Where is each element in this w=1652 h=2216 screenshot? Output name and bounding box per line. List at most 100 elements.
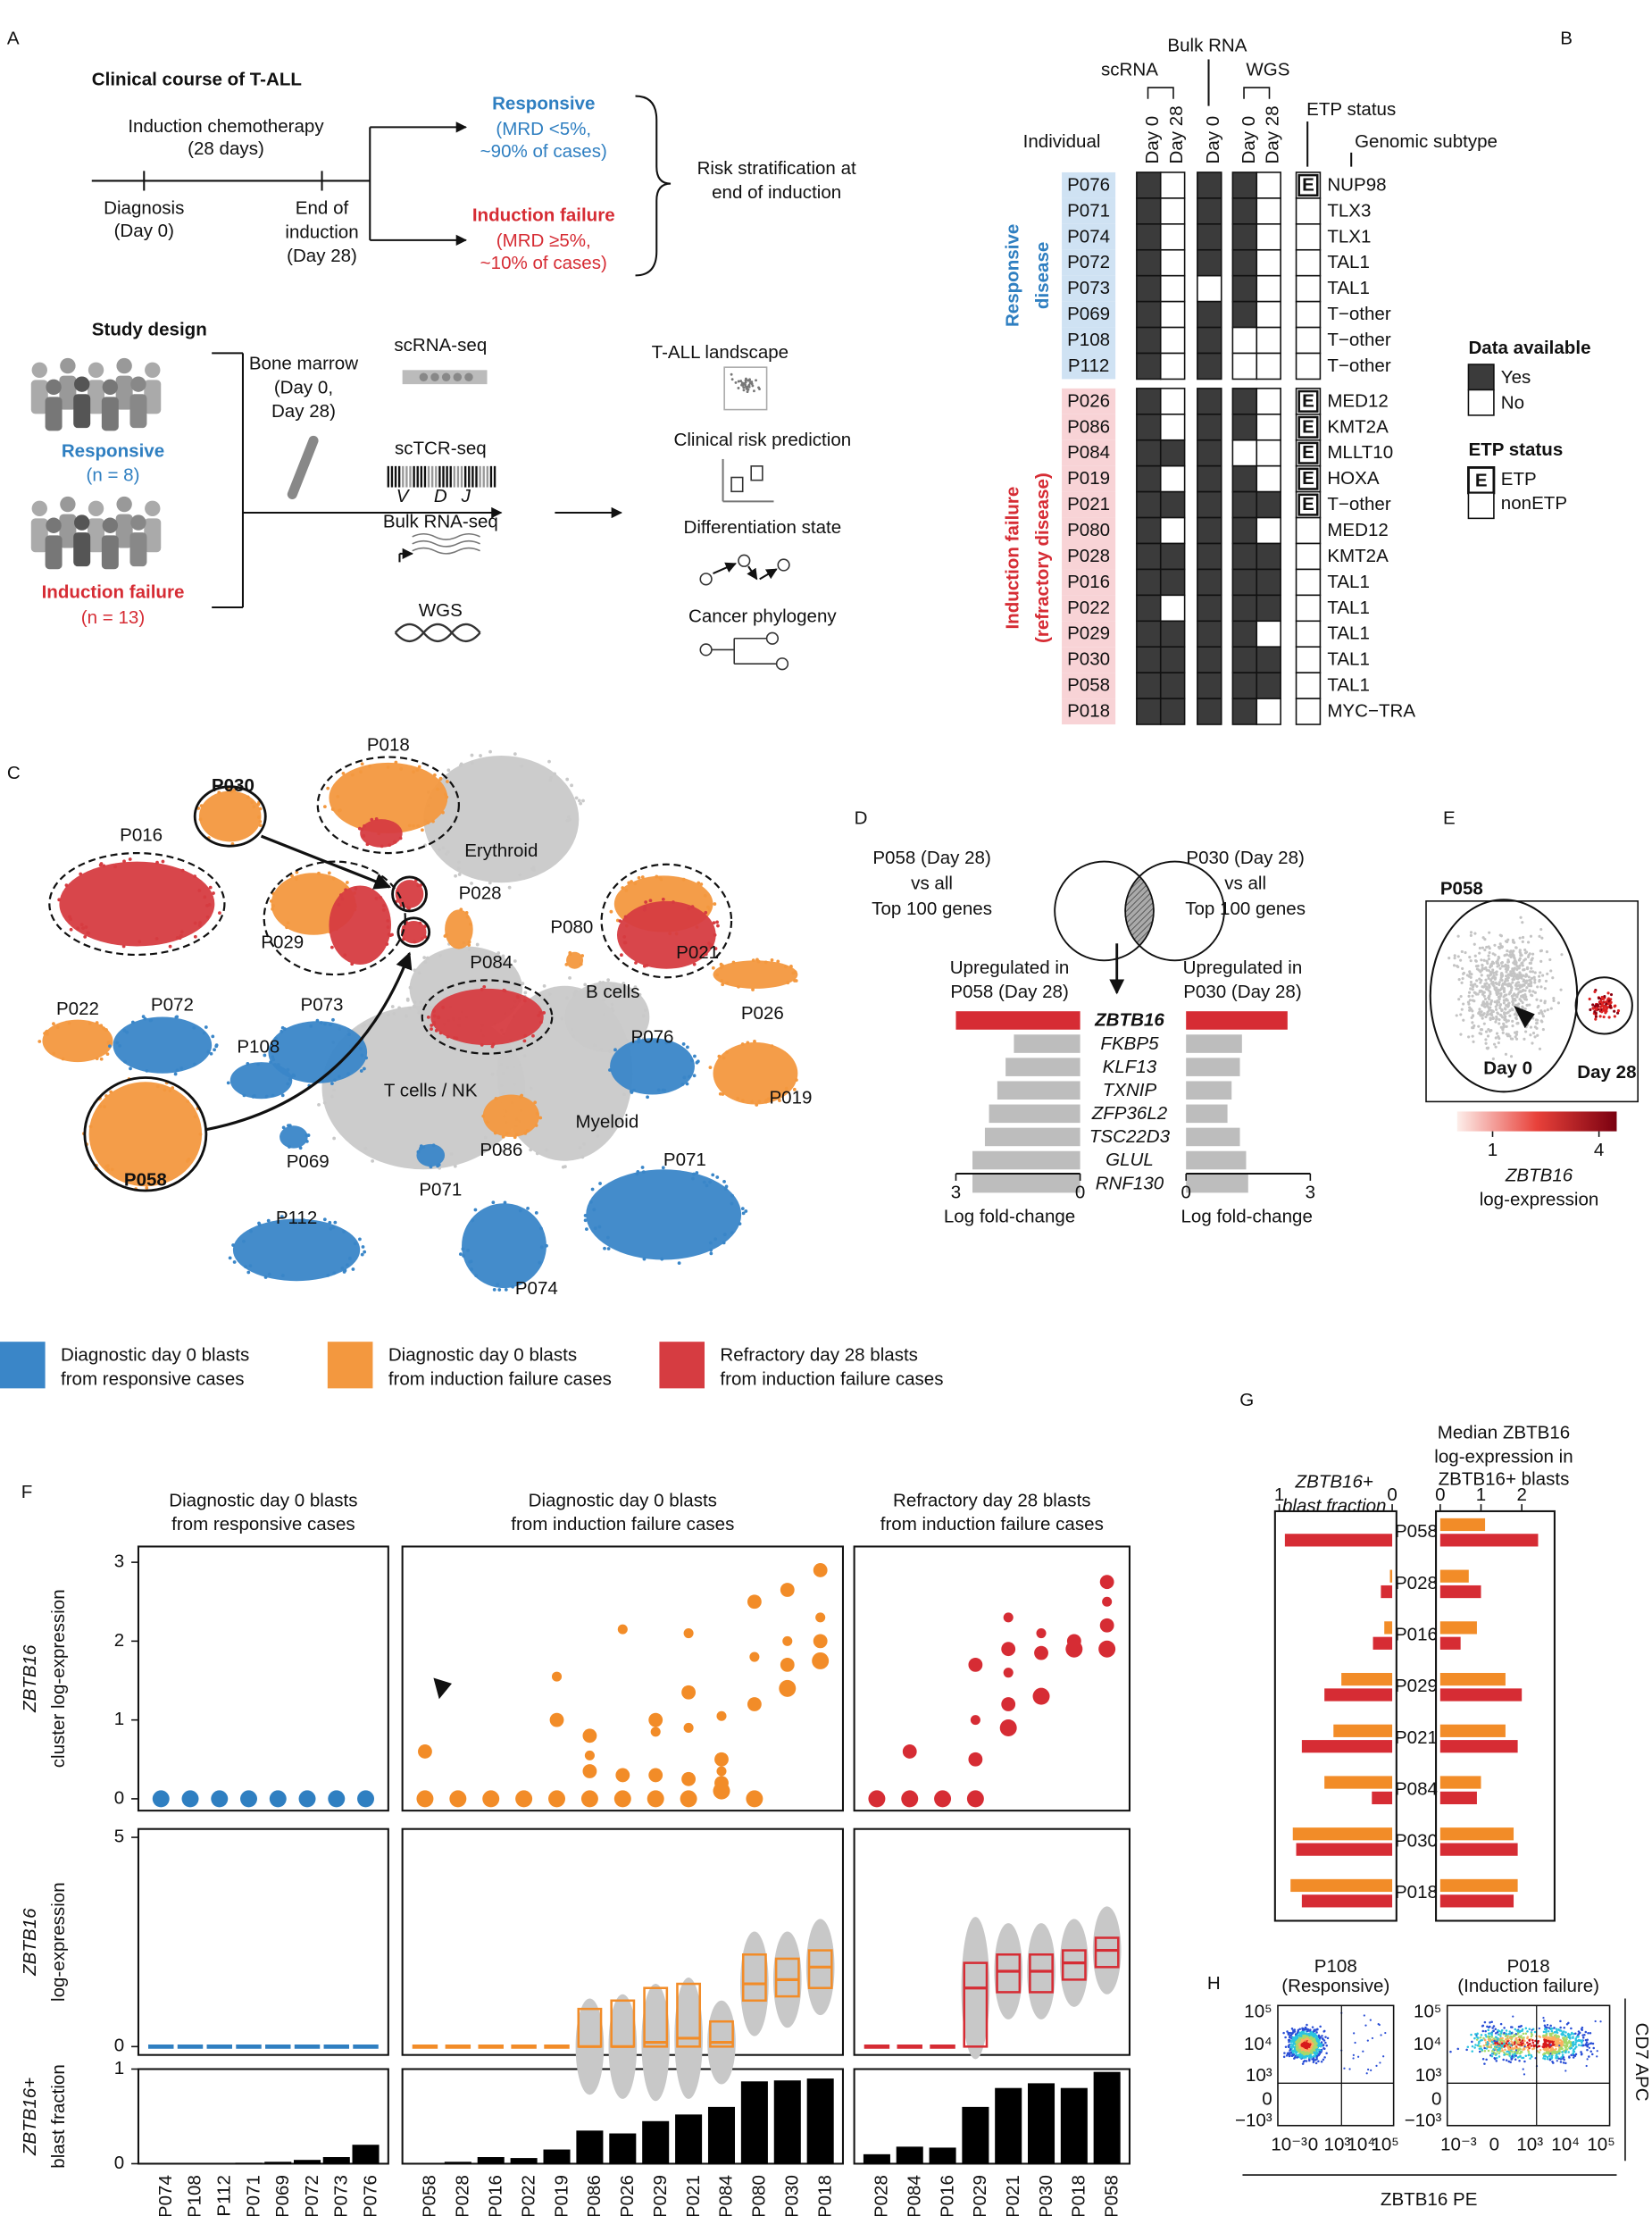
event — [1574, 2041, 1578, 2044]
event — [1514, 2037, 1517, 2041]
cluster-cell — [331, 1017, 335, 1022]
plot-frame — [137, 1545, 389, 1812]
cluster — [113, 1016, 213, 1074]
cell — [1605, 1009, 1608, 1013]
etp-cell — [1295, 352, 1322, 380]
cluster-cell — [784, 1086, 788, 1091]
event — [1572, 2052, 1574, 2055]
data-cell — [1136, 223, 1162, 251]
label: ZBTB16 — [20, 1908, 40, 1977]
cell — [1515, 976, 1519, 981]
cell — [1503, 989, 1506, 992]
cluster-cell — [523, 991, 528, 995]
cell — [1556, 1001, 1560, 1005]
event — [1303, 2034, 1306, 2037]
event — [1348, 2068, 1351, 2070]
cell — [1495, 973, 1498, 976]
label: ZBTB16 — [1505, 1166, 1573, 1186]
label: CD7 APC — [1631, 2023, 1652, 2102]
cell — [1603, 995, 1606, 999]
cell — [1476, 992, 1480, 996]
cell — [1498, 998, 1501, 1001]
cluster-cell — [109, 1090, 113, 1094]
cell — [1481, 1003, 1484, 1007]
cluster-cell — [211, 1034, 215, 1039]
landscape-icon — [753, 389, 755, 393]
person-icon — [74, 514, 90, 531]
cluster — [482, 1094, 540, 1137]
cluster-cell — [681, 877, 686, 882]
label: (n = 13) — [81, 607, 145, 628]
event — [1572, 2056, 1575, 2059]
cluster-dot — [1066, 1634, 1081, 1649]
event — [1320, 2061, 1323, 2063]
event — [1494, 2042, 1497, 2045]
plot-frame — [137, 2068, 389, 2165]
event — [1309, 2028, 1312, 2031]
x-tick-label: P021 — [1003, 2175, 1023, 2216]
cluster-cell — [204, 1025, 208, 1029]
cluster-cell — [256, 815, 261, 819]
data-cell — [1197, 352, 1222, 380]
event — [1518, 2055, 1521, 2058]
cluster — [321, 1005, 526, 1170]
cell — [1503, 1011, 1506, 1015]
cluster-cell — [718, 1091, 722, 1096]
cluster-cell — [193, 921, 197, 925]
tick-label: 0 — [114, 1787, 124, 1808]
label: cluster log-expression — [48, 1589, 69, 1768]
cluster-cell — [393, 840, 397, 844]
subtype: HOXA — [1327, 468, 1380, 489]
cluster-cell — [637, 1040, 641, 1044]
bar — [1292, 1827, 1393, 1841]
cell — [1500, 974, 1505, 978]
event — [1527, 2050, 1531, 2053]
data-cell — [1136, 490, 1162, 519]
label: P030 (Day 28) — [1183, 982, 1301, 1002]
event — [1572, 2043, 1574, 2046]
cluster-dot — [716, 1766, 727, 1777]
cluster-cell — [330, 807, 335, 811]
cluster-cell — [405, 1014, 409, 1018]
data-cell — [1256, 197, 1281, 225]
cell — [1500, 961, 1504, 965]
cell — [1468, 970, 1472, 974]
event — [1466, 2045, 1470, 2049]
label: scRNA — [1101, 60, 1158, 80]
cluster-cell — [730, 1193, 734, 1198]
event — [1298, 2046, 1301, 2049]
cell — [1498, 942, 1502, 946]
event — [1509, 2036, 1512, 2040]
id-cell — [1062, 414, 1116, 440]
data-cell — [1231, 223, 1258, 251]
cluster-cell — [504, 1287, 508, 1292]
cluster-cell — [763, 960, 768, 965]
tick-label: 10⁻³ — [1271, 2134, 1307, 2154]
event — [1490, 2020, 1493, 2023]
cluster-cell — [361, 1245, 365, 1249]
event — [1489, 2021, 1491, 2024]
tick-label: 0 — [1308, 2134, 1318, 2154]
bar — [1372, 1636, 1393, 1650]
cell — [1448, 957, 1451, 960]
cluster-cell — [755, 957, 759, 962]
cell — [1488, 994, 1491, 998]
cluster-dot — [551, 1671, 563, 1682]
event — [1307, 2056, 1311, 2059]
event — [1508, 2030, 1512, 2033]
cell — [1455, 1014, 1458, 1017]
event — [1489, 2025, 1491, 2028]
event — [1375, 2064, 1378, 2067]
cluster-cell — [572, 1034, 576, 1039]
tick-label: 4 — [1594, 1140, 1604, 1160]
event — [1524, 2027, 1528, 2030]
event — [1526, 2030, 1529, 2033]
state-icon — [699, 573, 713, 586]
event — [1526, 2041, 1529, 2045]
data-cell — [1136, 464, 1162, 493]
cluster-cell — [371, 1158, 375, 1163]
data-cell — [1197, 439, 1222, 467]
event — [1286, 2052, 1289, 2055]
cell — [1471, 1014, 1475, 1017]
cell — [1471, 1021, 1474, 1024]
